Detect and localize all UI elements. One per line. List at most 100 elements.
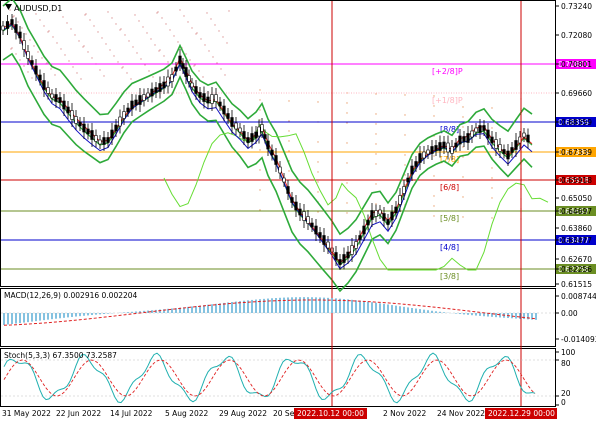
- svg-text:0: 0: [561, 398, 566, 407]
- stoch-label: Stoch(5,3,3) 67.3500 73.2587: [4, 351, 117, 360]
- price-tick-label: 0.62670: [561, 255, 592, 264]
- candle-body: [298, 208, 302, 216]
- candle-body: [42, 80, 46, 90]
- candle-body: [154, 87, 158, 93]
- candle-body: [478, 125, 482, 133]
- candle-body: [214, 94, 218, 102]
- date-label: 24 Nov 2022: [437, 409, 485, 418]
- candle-body: [438, 142, 442, 151]
- candle-body: [402, 186, 406, 194]
- candle-body: [430, 146, 434, 154]
- candle-body: [190, 82, 194, 88]
- candle-body: [238, 127, 242, 133]
- candle-body: [102, 137, 106, 145]
- candle-body: [126, 107, 130, 113]
- candle-body: [450, 146, 454, 154]
- candle-body: [10, 19, 14, 25]
- price-tick-label: 0.63477: [561, 236, 592, 245]
- candle-body: [442, 141, 446, 149]
- level-label: [+1/8]P: [432, 96, 463, 105]
- candle-body: [170, 74, 174, 82]
- candle-body: [46, 87, 50, 94]
- candle-body: [226, 113, 230, 119]
- candle-body: [62, 100, 66, 110]
- candle-body: [122, 111, 126, 119]
- candle-body: [130, 100, 134, 110]
- candle-body: [466, 133, 470, 143]
- candle-body: [446, 142, 450, 153]
- candle-body: [362, 225, 366, 235]
- candle-body: [394, 206, 398, 214]
- candle-body: [218, 101, 222, 107]
- candle-body: [382, 213, 386, 221]
- candle-body: [162, 81, 166, 89]
- chikou-line: [163, 123, 549, 271]
- candle-body: [187, 75, 191, 82]
- candle-body: [70, 110, 74, 120]
- price-tick-label: 0.67339: [561, 148, 592, 157]
- candle-body: [282, 177, 286, 183]
- candle-body: [302, 211, 306, 221]
- candle-body: [263, 134, 267, 139]
- candle-body: [510, 147, 514, 153]
- candle-body: [326, 241, 330, 249]
- macd-axis: 0.008744 0.00 -0.014093: [555, 292, 596, 344]
- candle-body: [318, 232, 322, 238]
- candle-body: [434, 145, 438, 151]
- price-tick-label: 0.63860: [561, 224, 592, 233]
- candle-body: [274, 155, 278, 165]
- price-tick-label: 0.68359: [561, 118, 592, 127]
- price-axis: 0.73240 0.72080 0.70801 0.69660 0.68359 0.673…: [555, 2, 592, 289]
- candle-body: [26, 51, 30, 59]
- candle-body: [234, 122, 238, 130]
- candle-body: [138, 95, 142, 105]
- candle-body: [158, 83, 162, 92]
- svg-text:80: 80: [561, 359, 571, 368]
- level-price-tag-text: 0.63477: [558, 236, 589, 245]
- candle-body: [150, 88, 154, 97]
- candle-body: [378, 209, 382, 215]
- candle-body: [94, 135, 98, 142]
- candle-body: [242, 131, 246, 139]
- svg-text:20: 20: [561, 389, 571, 398]
- level-label: [5/8]: [440, 214, 459, 223]
- level-label: [6/8]: [440, 183, 459, 192]
- candle-body: [1, 25, 5, 31]
- level-price-tag-text: 0.65918: [558, 176, 589, 185]
- candle-body: [257, 126, 261, 137]
- price-tick-label: 0.65050: [561, 194, 592, 203]
- candle-body: [66, 106, 70, 114]
- level-label: [+2/8]P: [432, 67, 463, 76]
- level-price-tag: [556, 59, 596, 69]
- candle-body: [90, 130, 94, 140]
- candle-body: [314, 225, 318, 235]
- price-tick-label: 0.73240: [561, 2, 592, 11]
- candle-body: [374, 210, 378, 217]
- candle-body: [410, 165, 414, 175]
- time-axis: 31 May 2022 22 Jun 2022 14 Jul 2022 5 Au…: [2, 408, 557, 419]
- level-label: [4/8]: [440, 243, 459, 252]
- candle-body: [250, 133, 254, 142]
- candle-body: [230, 117, 234, 127]
- date-label: 2 Nov 2022: [383, 409, 426, 418]
- stoch-panel: [0, 348, 556, 407]
- candle-body: [322, 235, 326, 245]
- candle-body: [166, 76, 170, 87]
- candle-body: [38, 74, 42, 81]
- candle-body: [506, 150, 510, 160]
- candle-body: [222, 105, 226, 115]
- candle-body: [146, 92, 150, 98]
- symbol-label: AUDUSD,D1: [5, 4, 62, 13]
- candle-body: [58, 97, 62, 103]
- candle-body: [486, 129, 490, 139]
- candle-body: [142, 94, 146, 101]
- level-price-tag-text: 0.70801: [558, 60, 589, 69]
- level-price-tag: [556, 117, 596, 127]
- candle-body: [202, 93, 206, 102]
- price-tick-label: 0.69660: [561, 89, 592, 98]
- candle-body: [398, 195, 402, 205]
- candle-body: [278, 166, 282, 174]
- candle-body: [118, 116, 122, 127]
- candle-body: [406, 177, 410, 183]
- highlight-date-1: 2022.10.12 00:00: [297, 409, 364, 418]
